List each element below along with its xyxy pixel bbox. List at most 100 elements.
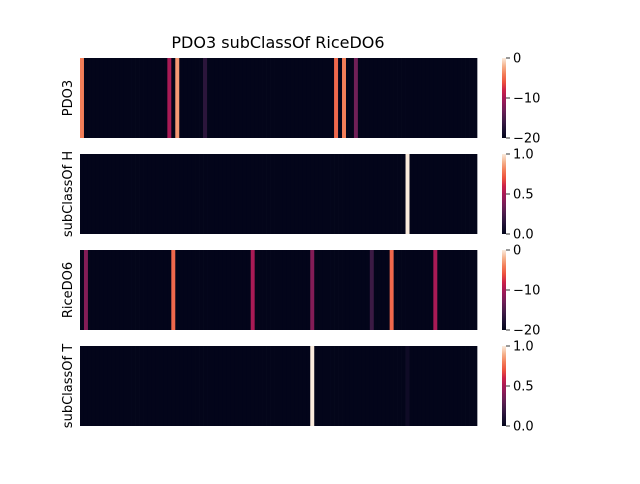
heatmap-cell [226,58,232,138]
heatmap-highlight-cell [389,250,394,330]
heatmap-cell [342,154,347,234]
heatmap-cell [461,250,466,330]
heatmap-cell [361,58,367,138]
heatmap-cell [417,250,422,330]
heatmap-cell [286,154,291,234]
heatmap-cell [421,58,426,138]
heatmap-cell [222,154,228,234]
heatmap-cell [306,250,311,330]
heatmap-cell [318,154,323,234]
heatmap-cell [314,250,319,330]
heatmap-cell [222,346,228,426]
heatmap-cell [151,154,156,234]
heatmap-cell [119,58,125,138]
heatmap-cell [187,346,192,426]
heatmap-highlight-cell [334,58,339,138]
heatmap-cell [365,250,371,330]
heatmap-cell [314,346,319,426]
heatmap-cell [445,250,450,330]
heatmap-cell [473,154,478,234]
heatmap-cell [421,346,426,426]
heatmap-cell [266,58,271,138]
heatmap-cell [238,154,244,234]
heatmap-cell [123,250,128,330]
heatmap-cell [254,154,259,234]
heatmap-cell [80,250,85,330]
heatmap-cell [191,58,196,138]
heatmap-cell [286,346,291,426]
heatmap-cell [469,346,474,426]
heatmap-cell [107,154,113,234]
heatmap-cell [143,250,148,330]
heatmap-cell [473,58,478,138]
heatmap-cell [175,346,180,426]
heatmap-cell [163,346,168,426]
heatmap-cell [397,58,402,138]
colorbar-tick-label: 0.0 [513,420,534,435]
heatmap-cell [445,346,450,426]
heatmap-cell [207,250,212,330]
heatmap-cell [163,250,168,330]
heatmap-cell [349,58,355,138]
heatmap-cell [345,346,351,426]
heatmap-cell [322,250,327,330]
heatmap-cell [159,346,164,426]
heatmap-cell [258,154,263,234]
heatmap-cell [195,346,200,426]
heatmap-cell [330,346,335,426]
heatmap-cell [393,58,398,138]
colorbar-tick-label: −10 [513,284,540,299]
heatmap-cell [437,250,442,330]
panel-ylabel: subClassOf T [61,344,76,428]
heatmap-cell [469,250,474,330]
heatmap-cell [103,250,109,330]
heatmap-cell [179,58,184,138]
heatmap-cell [226,154,232,234]
heatmap-cell [83,154,89,234]
heatmap-cell [421,154,426,234]
heatmap-cell [80,154,85,234]
heatmap-cell [457,346,462,426]
heatmap-cell [397,154,402,234]
heatmap-cell [334,346,339,426]
heatmap-cell [250,154,256,234]
heatmap-cell [262,250,267,330]
chart-title: PDO3 subClassOf RiceDO6 [171,33,384,52]
heatmap-cell [155,58,160,138]
heatmap-cell [397,346,402,426]
heatmap-cell [262,154,267,234]
heatmap-cell [87,154,93,234]
heatmap-cell [302,346,307,426]
heatmap-cell [441,346,446,426]
colorbar [502,58,506,138]
heatmap-cell [433,58,438,138]
colorbar-tick-label: 1.0 [513,148,534,163]
heatmap-cell [338,154,343,234]
heatmap-highlight-cell [310,250,315,330]
heatmap-cell [453,346,458,426]
heatmap-cell [409,250,414,330]
heatmap-cell [103,154,109,234]
heatmap-cell [143,58,148,138]
heatmap-cell [218,346,224,426]
heatmap-cell [457,58,462,138]
heatmap-highlight-cell [175,58,180,138]
heatmap-cell [409,58,414,138]
heatmap-cell [373,346,379,426]
heatmap-cell [203,154,208,234]
heatmap-cell [183,346,188,426]
heatmap-cell [338,58,343,138]
heatmap-cell [294,58,299,138]
heatmap-cell [409,346,414,426]
heatmap-cell [234,154,240,234]
heatmap-cell [131,154,136,234]
heatmap-cell [469,58,474,138]
heatmap-cell [425,346,430,426]
heatmap-cell [437,154,442,234]
heatmap-cell [453,250,458,330]
heatmap-cell [171,58,176,138]
heatmap-cell [83,346,89,426]
heatmap-cell [322,154,327,234]
heatmap-cell [111,346,117,426]
heatmap-highlight-cell [167,58,172,138]
